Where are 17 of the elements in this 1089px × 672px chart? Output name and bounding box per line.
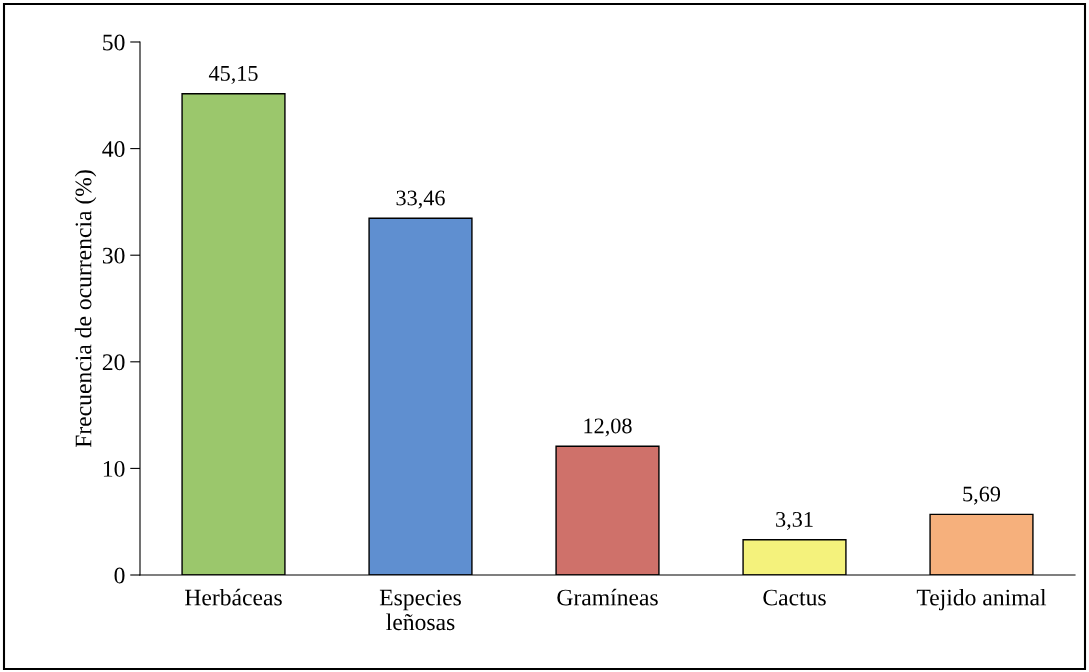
y-tick-label: 50 (103, 34, 125, 51)
x-tick-label: Especies leñosas (379, 589, 461, 631)
x-tick-label: Gramíneas (557, 588, 658, 606)
data-label: 3,31 (776, 511, 813, 531)
y-tick-label: 40 (102, 141, 125, 158)
data-label: 33,46 (396, 190, 445, 209)
y-tick-label: 30 (102, 247, 125, 264)
x-tick-label: Tejido animal (916, 588, 1047, 611)
data-label: 45,15 (208, 65, 258, 85)
data-label: 5,69 (963, 486, 1001, 505)
y-tick-label: 10 (103, 460, 125, 477)
y-tick-label: 20 (102, 354, 125, 371)
x-tick-label: Cactus (763, 589, 826, 606)
y-tick-label: 0 (114, 567, 125, 584)
x-tick-label: Herbáceas (185, 588, 282, 606)
y-axis-title: Frecuencia de ocurrencia (%) (74, 170, 97, 448)
data-label: 12,08 (584, 418, 632, 437)
